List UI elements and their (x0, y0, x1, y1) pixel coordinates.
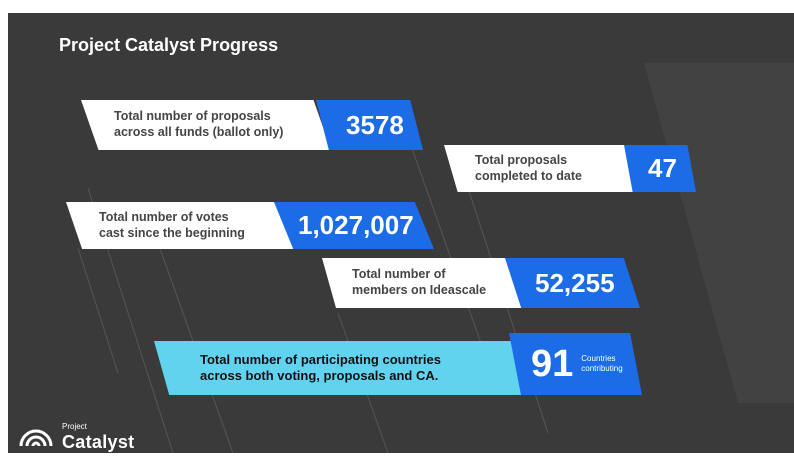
stat-proposals-completed: Total proposals completed to date 47 (444, 145, 696, 192)
stat-label-line2: completed to date (475, 168, 582, 183)
stat-label: Total number of participating countries … (154, 341, 534, 395)
stat-value: 3578 (316, 100, 423, 150)
stat-label: Total number of members on Ideascale (322, 258, 522, 308)
decor-line (77, 247, 119, 374)
catalyst-logo: Project Catalyst (18, 418, 148, 453)
stat-note-line1: Countries (581, 354, 616, 364)
stat-value-text: 52,255 (535, 267, 615, 298)
stat-participating-countries: Total number of participating countries … (154, 333, 642, 395)
slide: Project Catalyst Progress Total number o… (8, 13, 794, 453)
stat-value-text: 3578 (346, 109, 404, 140)
stat-label-line1: Total number of votes (99, 209, 229, 224)
logo-small-text: Project (62, 422, 87, 431)
stat-value: 47 (624, 145, 696, 192)
stat-value-text: 1,027,007 (298, 210, 414, 240)
stat-label: Total number of proposals across all fun… (81, 100, 331, 150)
logo-big-text: Catalyst (62, 432, 135, 452)
stat-label-line1: Total number of proposals (114, 109, 271, 124)
stat-proposals-total: Total number of proposals across all fun… (81, 100, 423, 150)
stat-note-line2: contributing (581, 364, 623, 373)
stat-label-line1: Total number of (352, 267, 446, 282)
stat-label-line1: Total proposals (475, 152, 568, 167)
stat-votes-cast: Total number of votes cast since the beg… (66, 202, 434, 249)
stat-value-text: 91 (531, 342, 574, 385)
stat-label-line2: across both voting, proposals and CA. (200, 368, 439, 383)
right-panel-shape (644, 63, 794, 403)
stat-label: Total number of votes cast since the beg… (66, 202, 296, 249)
stat-value: 1,027,007 (274, 202, 434, 249)
stat-value: 91 Countries contributing (509, 333, 642, 395)
page-title: Project Catalyst Progress (59, 35, 279, 55)
stat-label-line2: members on Ideascale (352, 283, 487, 297)
stat-label-line2: cast since the beginning (99, 225, 245, 240)
decor-line (402, 122, 489, 364)
stat-value: 52,255 (505, 258, 640, 308)
stat-value-text: 47 (648, 153, 677, 183)
stat-label: Total proposals completed to date (444, 145, 639, 192)
stat-label-line2: across all funds (ballot only) (114, 125, 284, 139)
decor-line (467, 187, 549, 434)
stat-label-line1: Total number of participating countries (200, 351, 441, 367)
stat-ideascale-members: Total number of members on Ideascale 52,… (322, 258, 640, 308)
catalyst-logo-icon (19, 429, 53, 447)
